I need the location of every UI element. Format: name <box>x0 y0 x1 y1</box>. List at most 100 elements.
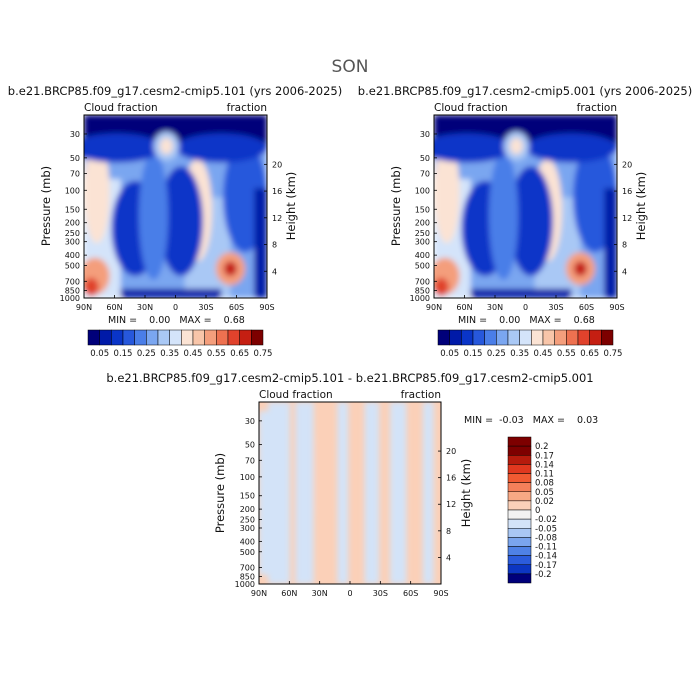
x-tick-label: 60S <box>229 303 244 312</box>
y-tick-label: 150 <box>415 205 430 214</box>
panel-1-subtitle-left: Cloud fraction <box>84 102 158 114</box>
colorbar-label: -0.05 <box>535 524 557 534</box>
colorbar-label: 0.15 <box>114 349 133 359</box>
y-tick-label-right: 8 <box>272 241 277 250</box>
y-tick-label: 30 <box>420 130 430 139</box>
colorbar-label: 0.05 <box>440 349 459 359</box>
y-tick-label: 1000 <box>60 294 80 303</box>
panel-2-ylabel-right: Height (km) <box>634 172 648 241</box>
panel-3: b.e21.BRCP85.f09_g17.cesm2-cmip5.101 - b… <box>106 371 598 598</box>
colorbar-swatch <box>99 329 112 346</box>
y-tick-label: 150 <box>65 205 80 214</box>
colorbar-swatch <box>566 329 579 346</box>
colorbar-swatch <box>589 329 602 346</box>
colorbar-label: -0.08 <box>535 533 557 543</box>
colorbar-label: -0.14 <box>535 552 557 562</box>
panel-1-subtitle-right: fraction <box>227 102 267 114</box>
colorbar-swatch <box>577 329 590 346</box>
y-tick-label: 150 <box>240 492 255 501</box>
y-tick-label: 1000 <box>410 294 430 303</box>
y-tick-label: 70 <box>70 170 80 179</box>
colorbar-label: 0.11 <box>535 470 554 480</box>
colorbar-swatch <box>507 546 532 556</box>
panel-2-title: b.e21.BRCP85.f09_g17.cesm2-cmip5.001 (yr… <box>358 84 692 98</box>
colorbar-label: 0.35 <box>160 349 179 359</box>
panel-2-x-ticks: 90N 60N 30N 0 30S 60S 90S <box>426 295 625 312</box>
panel-2-min-max: MIN = 0.00 MAX = 0.68 <box>458 315 595 326</box>
colorbar-swatch <box>484 329 497 346</box>
colorbar-swatch <box>554 329 567 346</box>
colorbar-swatch <box>507 509 532 520</box>
y-tick-label-right: 8 <box>446 527 451 536</box>
colorbar-label: 0.35 <box>510 349 529 359</box>
panel-3-ylabel: Pressure (mb) <box>213 453 227 533</box>
panel-1-min-max: MIN = 0.00 MAX = 0.68 <box>108 315 245 326</box>
colorbar-swatch <box>507 537 532 547</box>
panel-2-y-ticks-right: 4 8 12 16 20 <box>614 160 632 276</box>
y-tick-label-right: 4 <box>622 267 627 276</box>
colorbar-swatch <box>146 329 159 346</box>
colorbar-swatch <box>437 329 450 346</box>
colorbar-swatch <box>531 329 544 346</box>
colorbar-swatch <box>227 329 240 346</box>
colorbar-label: 0.02 <box>535 497 554 507</box>
colorbar-swatch <box>122 329 135 346</box>
panel-2-ylabel: Pressure (mb) <box>389 166 403 246</box>
y-tick-label: 70 <box>245 456 255 465</box>
y-tick-label: 200 <box>415 219 430 228</box>
y-tick-label: 700 <box>240 563 255 572</box>
colorbar-swatch <box>542 329 555 346</box>
colorbar-label: 0.75 <box>604 349 623 359</box>
colorbar-swatch <box>181 329 194 346</box>
colorbar-label: 0.65 <box>230 349 249 359</box>
colorbar-label: -0.2 <box>535 570 552 580</box>
y-tick-label: 100 <box>240 473 255 482</box>
panel-3-ylabel-right: Height (km) <box>459 459 473 528</box>
panel-1-ylabel-right: Height (km) <box>284 172 298 241</box>
colorbar-label: 0.45 <box>534 349 553 359</box>
y-tick-label: 250 <box>65 229 80 238</box>
x-tick-label: 90S <box>433 589 448 598</box>
colorbar-swatch <box>507 436 532 447</box>
colorbar-label: 0.05 <box>535 488 554 498</box>
colorbar-swatch <box>239 329 252 346</box>
colorbar-swatch <box>507 564 532 575</box>
colorbar-swatch <box>507 500 532 511</box>
y-tick-label: 300 <box>415 238 430 247</box>
y-tick-label: 700 <box>415 277 430 286</box>
panel-1-x-ticks: 90N 60N 30N 0 30S 60S 90S <box>76 295 275 312</box>
y-tick-label: 700 <box>65 277 80 286</box>
y-tick-label: 850 <box>415 286 430 295</box>
panel-3-subtitle-right: fraction <box>401 389 441 401</box>
x-tick-label: 60S <box>403 589 418 598</box>
y-tick-label: 500 <box>240 548 255 557</box>
panel-3-title: b.e21.BRCP85.f09_g17.cesm2-cmip5.101 - b… <box>106 371 593 385</box>
x-tick-label: 0 <box>173 303 178 312</box>
colorbar-swatch <box>87 329 100 346</box>
x-tick-label: 90N <box>76 303 92 312</box>
y-tick-label-right: 20 <box>446 447 456 456</box>
colorbar-swatch <box>601 329 614 346</box>
y-tick-label-right: 12 <box>622 214 632 223</box>
colorbar-swatch <box>204 329 217 346</box>
y-tick-label: 30 <box>245 417 255 426</box>
colorbar-swatch <box>507 491 532 502</box>
y-tick-label: 70 <box>420 170 430 179</box>
colorbar-swatch <box>507 482 532 492</box>
colorbar-label: 0.65 <box>580 349 599 359</box>
y-tick-label: 400 <box>240 537 255 546</box>
y-tick-label: 200 <box>240 505 255 514</box>
y-tick-label: 100 <box>65 186 80 195</box>
y-tick-label: 250 <box>415 229 430 238</box>
y-tick-label-right: 12 <box>446 500 456 509</box>
colorbar-label: 0.75 <box>254 349 273 359</box>
colorbar-swatch <box>507 528 532 538</box>
panel-1-title: b.e21.BRCP85.f09_g17.cesm2-cmip5.101 (yr… <box>8 84 342 98</box>
colorbar-swatch <box>507 445 532 456</box>
y-tick-label: 100 <box>415 186 430 195</box>
y-tick-label: 300 <box>65 238 80 247</box>
y-tick-label: 50 <box>70 154 80 163</box>
y-tick-label: 1000 <box>235 580 255 589</box>
panel-2-plot-area <box>433 114 618 299</box>
colorbar-label: -0.17 <box>535 561 557 571</box>
